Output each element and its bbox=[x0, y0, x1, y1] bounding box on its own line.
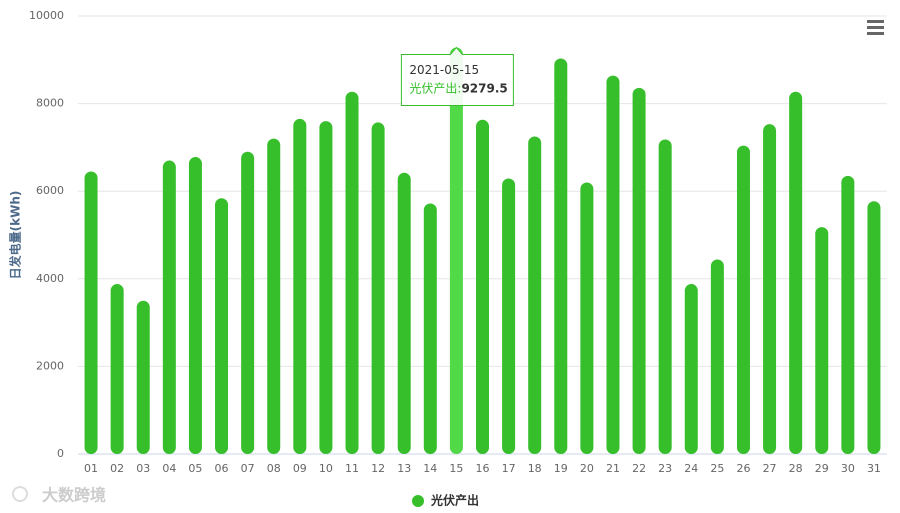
x-tick-label: 21 bbox=[606, 462, 620, 475]
x-tick-label: 31 bbox=[867, 462, 881, 475]
bar bbox=[815, 227, 829, 454]
bar bbox=[215, 198, 229, 454]
x-tick-label: 17 bbox=[502, 462, 516, 475]
x-tick-label: 10 bbox=[319, 462, 333, 475]
x-tick-label: 13 bbox=[397, 462, 411, 475]
bar bbox=[110, 284, 124, 454]
x-tick-label: 03 bbox=[136, 462, 150, 475]
bar bbox=[136, 300, 150, 454]
x-tick-label: 25 bbox=[710, 462, 724, 475]
menu-button[interactable] bbox=[867, 20, 884, 35]
x-tick-label: 08 bbox=[267, 462, 281, 475]
menu-bar[interactable] bbox=[867, 32, 884, 35]
bar bbox=[449, 47, 463, 455]
x-tick-label: 02 bbox=[110, 462, 124, 475]
y-tick-label: 10000 bbox=[29, 9, 64, 22]
bar bbox=[397, 172, 411, 454]
bar bbox=[162, 160, 176, 455]
bar bbox=[188, 157, 202, 454]
tooltip-series: 光伏产出: bbox=[409, 81, 461, 95]
y-axis-label: 日发电量(kWh) bbox=[8, 191, 23, 280]
tooltip-box bbox=[400, 46, 514, 107]
x-tick-label: 04 bbox=[162, 462, 176, 475]
bar bbox=[502, 178, 516, 455]
bar bbox=[736, 145, 750, 454]
x-tick-label: 20 bbox=[580, 462, 594, 475]
y-tick-label: 4000 bbox=[36, 272, 64, 285]
bar bbox=[293, 118, 307, 455]
watermark: 大数跨境 bbox=[42, 486, 106, 505]
x-tick-label: 23 bbox=[658, 462, 672, 475]
bar bbox=[267, 138, 281, 454]
x-tick-label: 28 bbox=[789, 462, 803, 475]
bar bbox=[554, 58, 568, 455]
tooltip-value: 9279.5 bbox=[461, 81, 507, 95]
x-tick-label: 22 bbox=[632, 462, 646, 475]
x-tick-label: 09 bbox=[293, 462, 307, 475]
bar bbox=[789, 91, 803, 455]
menu-bar[interactable] bbox=[867, 20, 884, 23]
x-tick-label: 16 bbox=[476, 462, 490, 475]
x-tick-label: 12 bbox=[371, 462, 385, 475]
bar bbox=[371, 122, 385, 455]
tooltip-title: 2021-05-15 bbox=[409, 63, 479, 77]
x-tick-label: 06 bbox=[215, 462, 229, 475]
x-tick-label: 15 bbox=[449, 462, 463, 475]
bar bbox=[345, 91, 359, 455]
bar bbox=[476, 119, 489, 454]
bar bbox=[763, 124, 777, 454]
y-tick-label: 6000 bbox=[36, 184, 64, 197]
legend-label: 光伏产出 bbox=[430, 493, 479, 508]
x-tick-label: 18 bbox=[528, 462, 542, 475]
x-tick-label: 07 bbox=[241, 462, 255, 475]
tooltip-row: 光伏产出:9279.5 bbox=[409, 81, 507, 95]
y-tick-label: 2000 bbox=[36, 359, 64, 372]
bar bbox=[84, 171, 98, 455]
bar bbox=[241, 151, 255, 454]
bar bbox=[606, 75, 620, 455]
x-tick-label: 19 bbox=[554, 462, 568, 475]
x-tick-label: 05 bbox=[188, 462, 202, 475]
x-tick-label: 27 bbox=[763, 462, 777, 475]
x-tick-label: 11 bbox=[345, 462, 359, 475]
bar bbox=[632, 87, 646, 454]
bar bbox=[658, 139, 672, 455]
x-tick-label: 24 bbox=[684, 462, 698, 475]
x-tick-label: 29 bbox=[815, 462, 829, 475]
bar bbox=[528, 136, 542, 454]
x-tick-label: 01 bbox=[84, 462, 98, 475]
bar bbox=[867, 201, 881, 454]
menu-bar[interactable] bbox=[867, 26, 884, 29]
bar bbox=[423, 203, 437, 454]
x-tick-label: 14 bbox=[423, 462, 437, 475]
y-tick-label: 0 bbox=[57, 447, 64, 460]
tooltip: 2021-05-15 光伏产出:9279.5 bbox=[400, 46, 514, 107]
legend-marker bbox=[412, 495, 424, 507]
x-tick-label: 30 bbox=[841, 462, 855, 475]
bar bbox=[841, 175, 855, 454]
bar bbox=[684, 284, 698, 454]
watermark-logo bbox=[12, 486, 28, 502]
bar bbox=[319, 121, 333, 455]
x-tick-label: 26 bbox=[736, 462, 750, 475]
bar bbox=[580, 182, 594, 454]
y-tick-label: 8000 bbox=[36, 97, 64, 110]
bar bbox=[710, 259, 724, 454]
